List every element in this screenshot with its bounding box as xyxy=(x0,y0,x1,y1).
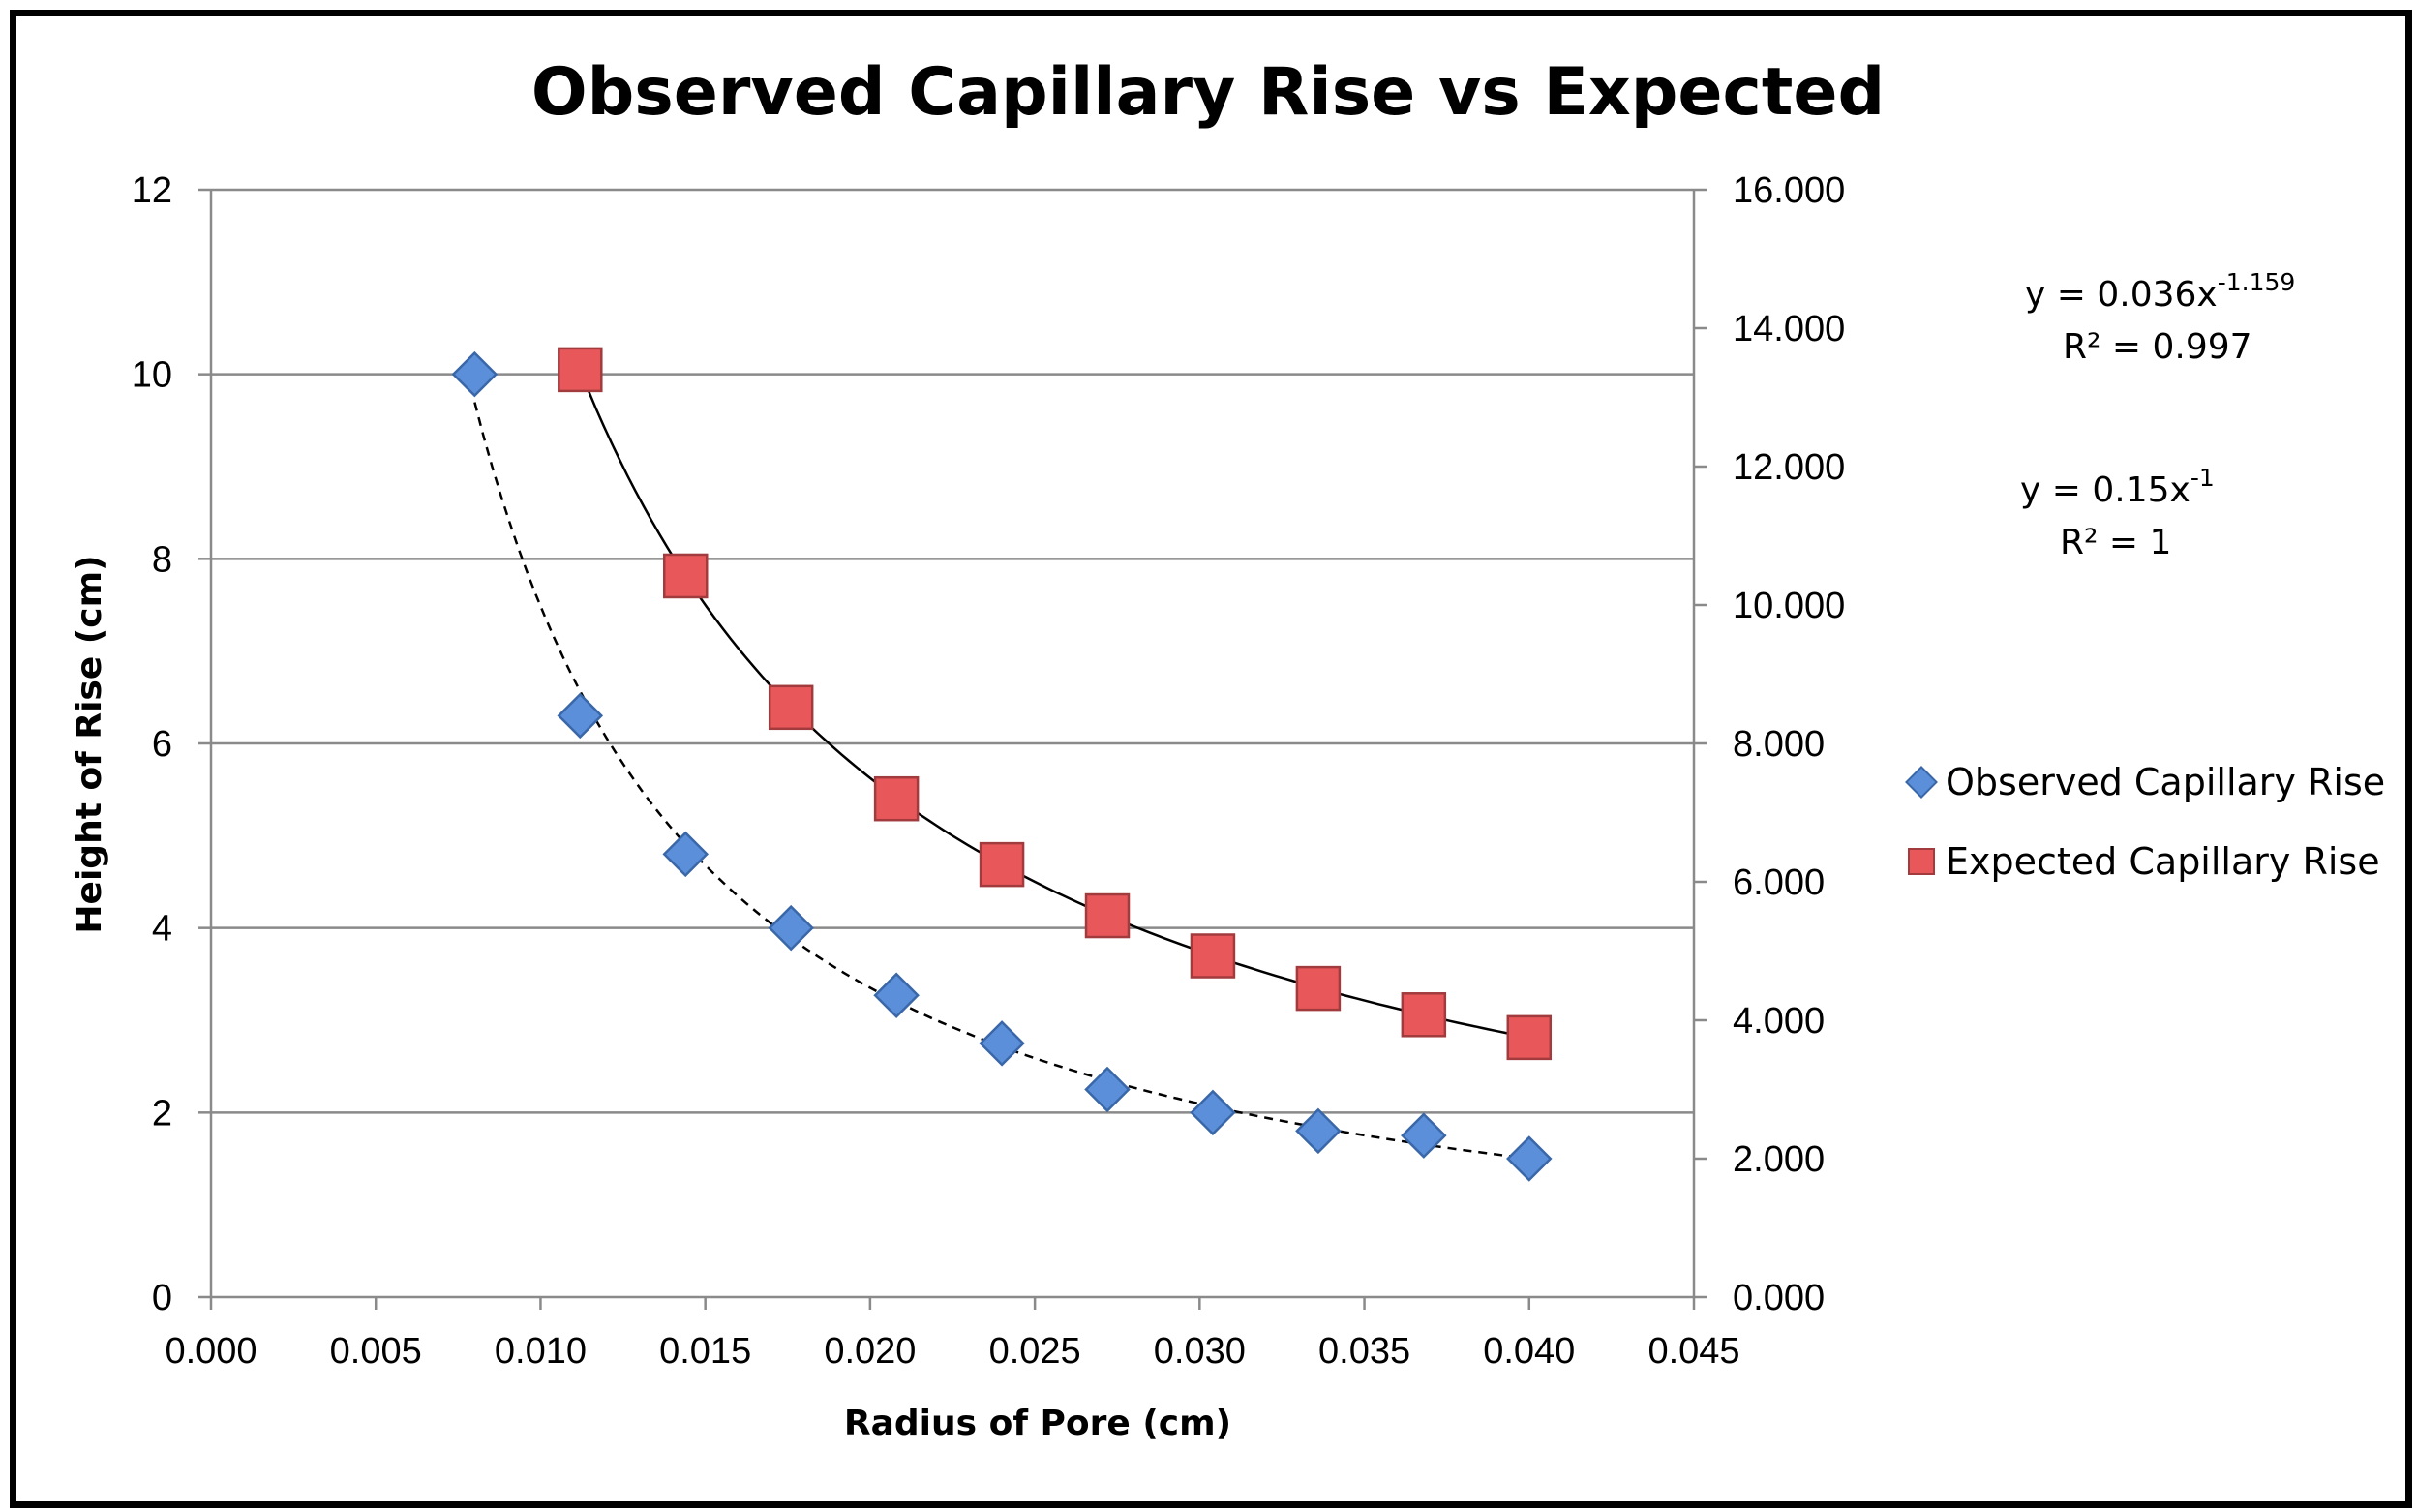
data-point-expected xyxy=(979,841,1025,888)
data-point-observed xyxy=(451,350,499,398)
chart-frame xyxy=(10,10,2412,1508)
x-tick-label: 0.045 xyxy=(1647,1331,1739,1372)
equation-expected-exponent: -1 xyxy=(2190,464,2215,492)
data-point-observed xyxy=(1506,1135,1553,1182)
data-point-expected xyxy=(1084,892,1131,939)
y-tick-label: 12 xyxy=(132,170,172,211)
y-tick-label: 6 xyxy=(152,724,172,765)
equation-observed-base: y = 0.036x xyxy=(2025,275,2218,315)
data-point-observed xyxy=(662,831,710,878)
y-tick-label: 0 xyxy=(152,1278,172,1318)
x-tick-label: 0.015 xyxy=(659,1331,751,1372)
data-point-observed xyxy=(1295,1107,1342,1155)
equation-expected-base: y = 0.15x xyxy=(2020,470,2190,510)
x-tick-label: 0.020 xyxy=(824,1331,916,1372)
trendline-expected xyxy=(579,369,1530,1040)
y2-tick-label: 2.000 xyxy=(1733,1139,1825,1180)
legend-label-expected: Expected Capillary Rise xyxy=(1946,840,2380,883)
x-tick-label: 0.040 xyxy=(1483,1331,1575,1372)
equation-observed-exponent: -1.159 xyxy=(2218,268,2296,296)
data-point-observed xyxy=(873,972,920,1019)
data-points xyxy=(451,347,1553,1182)
x-tick-label: 0.010 xyxy=(495,1331,587,1372)
gridlines xyxy=(211,188,1694,1114)
x-tick-label: 0.025 xyxy=(989,1331,1081,1372)
data-point-expected xyxy=(1295,965,1342,1012)
axes xyxy=(198,188,1707,1310)
y2-tick-label: 16.000 xyxy=(1733,170,1845,211)
trendline-equations: y = 0.036x-1.159 R² = 0.997 y = 0.15x-1 … xyxy=(2020,268,2295,562)
y2-tick-label: 10.000 xyxy=(1733,586,1845,626)
data-point-observed xyxy=(1401,1112,1447,1159)
legend: Observed Capillary Rise Expected Capilla… xyxy=(1905,761,2385,883)
data-point-expected xyxy=(558,347,603,393)
y-axis-title: Height of Rise (cm) xyxy=(70,555,109,933)
data-point-observed xyxy=(1190,1089,1236,1136)
data-point-expected xyxy=(873,775,920,822)
x-tick-label: 0.000 xyxy=(165,1331,257,1372)
y2-tick-label: 8.000 xyxy=(1733,724,1825,765)
y2-tick-label: 14.000 xyxy=(1733,309,1845,349)
y2-tick-label: 6.000 xyxy=(1733,862,1825,903)
y-tick-label: 10 xyxy=(132,355,172,396)
data-point-expected xyxy=(768,684,814,731)
x-tick-label: 0.030 xyxy=(1154,1331,1246,1372)
data-point-expected xyxy=(1506,1014,1553,1061)
legend-marker-expected xyxy=(1908,848,1935,875)
y-tick-label: 2 xyxy=(152,1093,172,1134)
legend-label-observed: Observed Capillary Rise xyxy=(1946,761,2385,803)
y2-tick-label: 4.000 xyxy=(1733,1001,1825,1042)
y2-tick-labels: 0.000 2.000 4.000 6.000 8.000 10.000 12.000 14.… xyxy=(1733,170,1845,1318)
data-point-expected xyxy=(662,553,709,599)
data-point-expected xyxy=(1401,992,1447,1038)
equation-observed: y = 0.036x-1.159 xyxy=(2025,268,2295,315)
legend-marker-observed xyxy=(1905,766,1938,799)
y-tick-label: 8 xyxy=(152,539,172,580)
data-point-observed xyxy=(979,1020,1025,1067)
r2-expected: R² = 1 xyxy=(2060,523,2171,562)
data-point-expected xyxy=(1190,933,1236,979)
data-point-observed xyxy=(557,692,604,740)
data-point-observed xyxy=(768,904,814,952)
equation-expected: y = 0.15x-1 xyxy=(2020,464,2215,510)
y-tick-labels: 0 2 4 6 8 10 12 xyxy=(132,170,172,1318)
x-tick-label: 0.005 xyxy=(330,1331,422,1372)
y-tick-label: 4 xyxy=(152,909,172,950)
y2-tick-label: 12.000 xyxy=(1733,447,1845,488)
y2-tick-label: 0.000 xyxy=(1733,1278,1825,1318)
chart-title: Observed Capillary Rise vs Expected xyxy=(531,54,1885,131)
x-axis-title: Radius of Pore (cm) xyxy=(844,1404,1231,1443)
x-tick-label: 0.035 xyxy=(1318,1331,1410,1372)
x-tick-labels: 0.000 0.005 0.010 0.015 0.020 0.025 0.030 0.035… xyxy=(165,1331,1739,1372)
data-point-observed xyxy=(1084,1066,1131,1113)
r2-observed: R² = 0.997 xyxy=(2063,327,2252,367)
